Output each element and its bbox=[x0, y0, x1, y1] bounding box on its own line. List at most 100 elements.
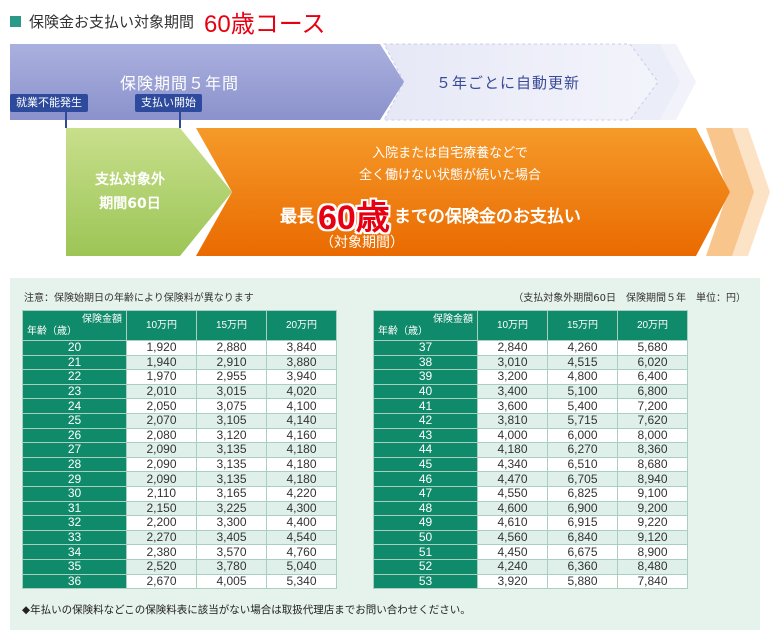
table-row: 51 4,450 6,675 8,900 bbox=[373, 544, 688, 560]
title-course: 60歳コース bbox=[204, 10, 326, 38]
age-cell: 32 bbox=[22, 515, 127, 531]
age-cell: 48 bbox=[373, 500, 478, 517]
table-row: 22 1,970 2,955 3,940 bbox=[22, 369, 337, 385]
premium-cell: 4,610 bbox=[477, 515, 548, 531]
premium-cell: 5,040 bbox=[266, 558, 337, 575]
premium-cell: 3,920 bbox=[477, 573, 548, 590]
premium-cell: 3,225 bbox=[196, 500, 267, 517]
table-row: 49 4,610 6,915 9,220 bbox=[373, 515, 688, 531]
premium-cell: 9,220 bbox=[617, 515, 688, 531]
table-row: 23 2,010 3,015 4,020 bbox=[22, 383, 337, 400]
age-cell: 52 bbox=[373, 558, 478, 575]
premium-cell: 3,840 bbox=[266, 340, 337, 356]
age-cell: 27 bbox=[22, 442, 127, 458]
age-cell: 46 bbox=[373, 471, 478, 487]
corner-header: 保険金額 年齢（歳） bbox=[373, 310, 478, 341]
table-row: 28 2,090 3,135 4,180 bbox=[22, 456, 337, 473]
premium-cell: 4,515 bbox=[547, 354, 618, 371]
premium-cell: 2,840 bbox=[477, 340, 548, 356]
premium-cell: 5,715 bbox=[547, 412, 618, 429]
table-row: 44 4,180 6,270 8,360 bbox=[373, 442, 688, 458]
corner-amount-label: 保険金額 bbox=[82, 314, 122, 325]
premium-cell: 2,380 bbox=[126, 544, 197, 560]
age-cell: 42 bbox=[373, 412, 478, 429]
premium-cell: 4,160 bbox=[266, 427, 337, 444]
premium-cell: 3,075 bbox=[196, 398, 267, 414]
exclusion-line-1: 支払対象外 bbox=[95, 172, 165, 188]
renew-arrow bbox=[383, 43, 659, 121]
premium-cell: 2,270 bbox=[126, 529, 197, 546]
premium-cell: 4,180 bbox=[266, 471, 337, 487]
premium-cell: 3,015 bbox=[196, 383, 267, 400]
premium-cell: 3,600 bbox=[477, 398, 548, 414]
premium-cell: 6,000 bbox=[547, 427, 618, 444]
premium-cell: 2,010 bbox=[126, 383, 197, 400]
premium-cell: 3,400 bbox=[477, 383, 548, 400]
corner-amount-label: 保険金額 bbox=[433, 314, 473, 325]
premium-cell: 6,840 bbox=[547, 529, 618, 546]
table-row: 42 3,810 5,715 7,620 bbox=[373, 412, 688, 429]
note-age: 注意：保険始期日の年齢により保険料が異なります bbox=[24, 293, 254, 304]
headline-prefix: 最長 bbox=[280, 206, 314, 227]
age-cell: 38 bbox=[373, 354, 478, 371]
premium-cell: 3,120 bbox=[196, 427, 267, 444]
note-unit: （支払対象外期間60日 保険期間５年 単位：円） bbox=[513, 293, 746, 304]
age-cell: 30 bbox=[22, 485, 127, 502]
table-row: 34 2,380 3,570 4,760 bbox=[22, 544, 337, 560]
age-cell: 51 bbox=[373, 544, 478, 560]
table-row: 45 4,340 6,510 8,680 bbox=[373, 456, 688, 473]
premium-cell: 4,220 bbox=[266, 485, 337, 502]
headline-age: 60歳 bbox=[318, 198, 390, 237]
premium-cell: 9,120 bbox=[617, 529, 688, 546]
premium-cell: 7,200 bbox=[617, 398, 688, 414]
premium-cell: 6,400 bbox=[617, 369, 688, 385]
premium-cell: 3,200 bbox=[477, 369, 548, 385]
premium-cell: 4,005 bbox=[196, 573, 267, 590]
premium-cell: 6,825 bbox=[547, 485, 618, 502]
premium-cell: 4,240 bbox=[477, 558, 548, 575]
table-row: 35 2,520 3,780 5,040 bbox=[22, 558, 337, 575]
premium-cell: 6,360 bbox=[547, 558, 618, 575]
column-header: 15万円 bbox=[547, 310, 618, 341]
premium-cell: 6,900 bbox=[547, 500, 618, 517]
premium-cell: 2,910 bbox=[196, 354, 267, 371]
payout-arrow bbox=[196, 128, 730, 256]
premium-cell: 6,675 bbox=[547, 544, 618, 560]
age-cell: 34 bbox=[22, 544, 127, 560]
exclusion-period-label: 支払対象外 期間60日 bbox=[66, 168, 194, 216]
table-row: 27 2,090 3,135 4,180 bbox=[22, 442, 337, 458]
premium-cell: 4,180 bbox=[266, 456, 337, 473]
rate-table-right: 保険金額 年齢（歳） 10万円 15万円 20万円 37 2,840 4,260 5,… bbox=[373, 310, 688, 590]
premium-cell: 4,560 bbox=[477, 529, 548, 546]
premium-cell: 3,780 bbox=[196, 558, 267, 575]
premium-cell: 4,140 bbox=[266, 412, 337, 429]
premium-cell: 4,180 bbox=[477, 442, 548, 458]
age-cell: 28 bbox=[22, 456, 127, 473]
table-row: 30 2,110 3,165 4,220 bbox=[22, 485, 337, 502]
premium-cell: 6,915 bbox=[547, 515, 618, 531]
premium-cell: 5,880 bbox=[547, 573, 618, 590]
payout-headline: 最長 60歳 までの保険金のお支払い bbox=[280, 192, 581, 237]
premium-cell: 4,470 bbox=[477, 471, 548, 487]
premium-cell: 4,540 bbox=[266, 529, 337, 546]
rows-right: 37 2,840 4,260 5,680 38 3,010 4,515 6,020 39 3,20… bbox=[373, 340, 688, 590]
period-label: 保険期間５年間 bbox=[120, 74, 240, 93]
age-cell: 37 bbox=[373, 340, 478, 356]
premium-cell: 3,570 bbox=[196, 544, 267, 560]
age-cell: 33 bbox=[22, 529, 127, 546]
age-cell: 23 bbox=[22, 383, 127, 400]
table-row: 52 4,240 6,360 8,480 bbox=[373, 558, 688, 575]
premium-cell: 2,080 bbox=[126, 427, 197, 444]
rate-table-left: 保険金額 年齢（歳） 10万円 15万円 20万円 20 1,920 2,880 3,… bbox=[22, 310, 337, 590]
premium-cell: 3,010 bbox=[477, 354, 548, 371]
premium-cell: 2,670 bbox=[126, 573, 197, 590]
premium-cell: 8,680 bbox=[617, 456, 688, 473]
payout-subtitle: （対象期間） bbox=[320, 235, 404, 251]
table-row: 39 3,200 4,800 6,400 bbox=[373, 369, 688, 385]
age-cell: 39 bbox=[373, 369, 478, 385]
corner-age-label: 年齢（歳） bbox=[378, 326, 428, 337]
table-row: 40 3,400 5,100 6,800 bbox=[373, 383, 688, 400]
premium-cell: 8,480 bbox=[617, 558, 688, 575]
premium-cell: 4,600 bbox=[477, 500, 548, 517]
exclusion-line-2: 期間60日 bbox=[99, 196, 161, 212]
